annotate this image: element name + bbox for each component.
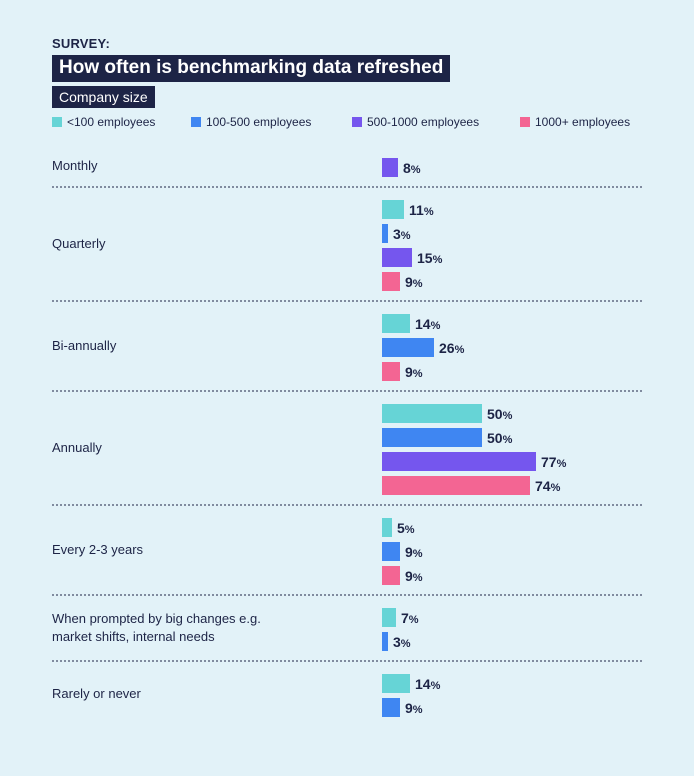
bar-s100 bbox=[382, 428, 482, 447]
bar-lt100 bbox=[382, 404, 482, 423]
data-label: 9% bbox=[405, 568, 423, 584]
data-label: 8% bbox=[403, 160, 421, 176]
data-label: 15% bbox=[417, 250, 443, 266]
legend-label: 500-1000 employees bbox=[367, 115, 480, 129]
bar-s500 bbox=[382, 452, 536, 471]
bar-s100 bbox=[382, 632, 388, 651]
data-label: 50% bbox=[487, 406, 513, 422]
data-label: 9% bbox=[405, 364, 423, 380]
bar-s100 bbox=[382, 698, 400, 717]
bar-s100 bbox=[382, 338, 434, 357]
bar-s100 bbox=[382, 542, 400, 561]
data-label: 3% bbox=[393, 226, 411, 242]
data-label: 74% bbox=[535, 478, 561, 494]
category-label: Rarely or never bbox=[52, 686, 142, 701]
bar-s500 bbox=[382, 158, 398, 177]
chart-header: SURVEY: How often is benchmarking data r… bbox=[52, 36, 451, 108]
legend-swatch bbox=[191, 117, 201, 127]
legend-item-lt100: <100 employees bbox=[52, 115, 155, 129]
data-label: 3% bbox=[393, 634, 411, 650]
category-label: Monthly bbox=[52, 158, 98, 173]
data-label: 14% bbox=[415, 316, 441, 332]
chart-title: How often is benchmarking data refreshed bbox=[52, 55, 451, 82]
chart-legend: <100 employees 100-500 employees 500-1000 … bbox=[0, 115, 694, 131]
chart-subtitle: Company size bbox=[52, 86, 155, 108]
category-label: market shifts, internal needs bbox=[52, 629, 215, 644]
bar-lt100 bbox=[382, 608, 396, 627]
data-label: 7% bbox=[401, 610, 419, 626]
bar-lt100 bbox=[382, 518, 392, 537]
legend-label: 100-500 employees bbox=[206, 115, 312, 129]
legend-swatch bbox=[520, 117, 530, 127]
bar-lt100 bbox=[382, 314, 410, 333]
data-label: 9% bbox=[405, 700, 423, 716]
data-label: 11% bbox=[409, 202, 434, 218]
legend-item-s500: 500-1000 employees bbox=[352, 115, 479, 129]
bar-lt100 bbox=[382, 200, 404, 219]
legend-item-s100: 100-500 employees bbox=[191, 115, 311, 129]
legend-item-s1000: 1000+ employees bbox=[520, 115, 630, 129]
category-label: When prompted by big changes e.g. bbox=[52, 611, 261, 626]
bar-s500 bbox=[382, 248, 412, 267]
bar-lt100 bbox=[382, 674, 410, 693]
data-label: 5% bbox=[397, 520, 415, 536]
data-label: 9% bbox=[405, 544, 423, 560]
data-label: 9% bbox=[405, 274, 423, 290]
data-label: 50% bbox=[487, 430, 513, 446]
bar-s1000 bbox=[382, 272, 400, 291]
category-label: Annually bbox=[52, 440, 102, 455]
category-label: Every 2-3 years bbox=[52, 542, 144, 557]
bar-s1000 bbox=[382, 476, 530, 495]
legend-label: <100 employees bbox=[67, 115, 156, 129]
bar-s100 bbox=[382, 224, 388, 243]
legend-label: 1000+ employees bbox=[535, 115, 631, 129]
data-label: 26% bbox=[439, 340, 465, 356]
bar-s1000 bbox=[382, 362, 400, 381]
legend-swatch bbox=[352, 117, 362, 127]
bar-s1000 bbox=[382, 566, 400, 585]
survey-eyebrow: SURVEY: bbox=[52, 36, 110, 51]
data-label: 77% bbox=[541, 454, 567, 470]
data-label: 14% bbox=[415, 676, 441, 692]
legend-swatch bbox=[52, 117, 62, 127]
category-label: Quarterly bbox=[52, 236, 106, 251]
category-label: Bi-annually bbox=[52, 338, 117, 353]
